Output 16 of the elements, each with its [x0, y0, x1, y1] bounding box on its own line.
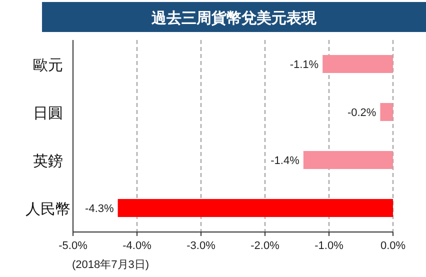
x-tick-label: -1.0% — [314, 240, 344, 252]
text: (2018年7月3日) — [72, 259, 150, 271]
data-label: -1.4% — [270, 155, 300, 167]
x-tick-label: -4.0% — [122, 240, 152, 252]
x-tick-label: -5.0% — [58, 240, 88, 252]
data-label: -0.2% — [347, 107, 376, 119]
y-tick-label: 日圓 — [33, 105, 63, 122]
data-label: -4.3% — [85, 203, 114, 215]
data-label: -1.1% — [290, 59, 319, 71]
y-tick-label: 歐元 — [33, 57, 63, 74]
x-tick-label: -2.0% — [250, 240, 280, 252]
x-tick-label: -3.0% — [186, 240, 216, 252]
chart-title: 過去三周貨幣兌美元表現 — [150, 9, 318, 27]
y-tick-label: 英鎊 — [33, 153, 63, 170]
x-tick-label: 0.0% — [380, 240, 406, 252]
y-tick-label: 人民幣 — [26, 201, 70, 218]
